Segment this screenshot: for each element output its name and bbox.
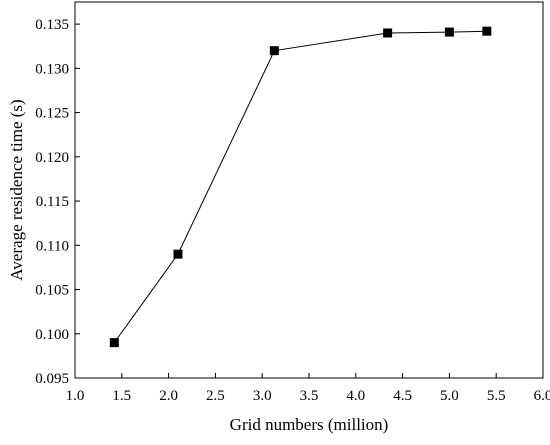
x-tick-label: 6.0	[534, 388, 550, 404]
data-point-marker	[383, 28, 393, 38]
series-line	[113, 30, 487, 343]
x-tick-label: 1.0	[66, 388, 85, 404]
y-tick-label: 0.120	[35, 150, 69, 166]
data-series	[109, 26, 492, 348]
plot-frame	[74, 1, 544, 379]
y-tick-label: 0.130	[35, 61, 69, 77]
data-point-marker	[109, 338, 119, 348]
x-axis-title: Grid numbers (million)	[230, 415, 389, 434]
y-tick-label: 0.095	[35, 371, 69, 387]
x-tick-label: 5.5	[487, 388, 506, 404]
y-tick-label: 0.100	[35, 327, 69, 343]
x-tick-label: 4.0	[346, 388, 365, 404]
x-tick-label: 3.5	[300, 388, 319, 404]
y-axis-ticks: 0.095 0.100 0.105 0.110 0.115 0.120 0.125 0.130…	[35, 17, 80, 387]
x-tick-label: 4.5	[393, 388, 412, 404]
y-tick-label: 0.115	[36, 194, 69, 210]
x-tick-label: 5.0	[440, 388, 459, 404]
x-tick-label: 2.0	[159, 388, 178, 404]
data-point-marker	[482, 26, 492, 36]
y-tick-label: 0.135	[35, 17, 69, 33]
x-axis-ticks: 1.0 1.5 2.0 2.5 3.0 3.5 4.0 4.5 5.0 5.5 6.0	[66, 373, 550, 404]
y-axis-title: Average residence time (s)	[7, 99, 26, 280]
y-tick-label: 0.125	[35, 106, 69, 122]
x-tick-label: 1.5	[112, 388, 131, 404]
data-point-marker	[269, 46, 279, 56]
data-point-marker	[444, 27, 454, 37]
x-tick-label: 3.0	[253, 388, 272, 404]
y-tick-label: 0.110	[36, 238, 69, 254]
data-point-marker	[173, 249, 183, 259]
y-tick-label: 0.105	[35, 283, 69, 299]
x-tick-label: 2.5	[206, 388, 225, 404]
